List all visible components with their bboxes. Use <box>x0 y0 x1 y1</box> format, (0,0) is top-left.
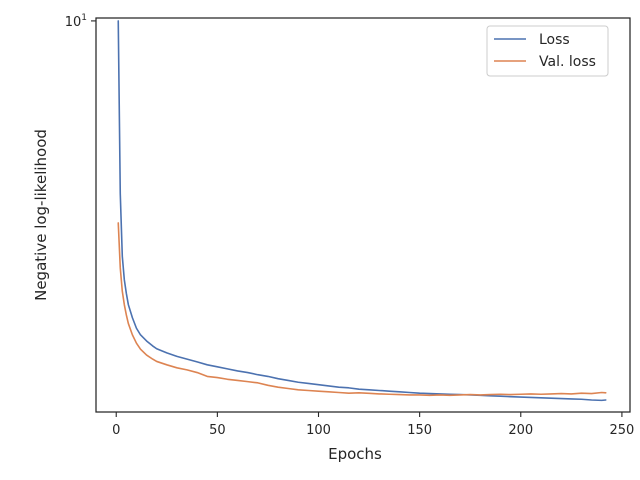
y-axis-label: Negative log-likelihood <box>32 129 50 301</box>
y-axis-ticks: 101 <box>65 13 96 30</box>
series-line-2 <box>117 222 607 397</box>
x-tick-label: 200 <box>508 423 533 438</box>
x-tick-label: 50 <box>209 423 226 438</box>
plot-frame <box>95 17 631 413</box>
x-axis-ticks: 0 50 100 150 200 250 <box>112 412 634 438</box>
legend-label-1: Loss <box>539 32 570 48</box>
series-line-1 <box>117 20 607 402</box>
legend: Loss Val. loss <box>486 25 609 77</box>
series-layer <box>117 20 607 402</box>
x-tick-label: 250 <box>609 423 634 438</box>
x-axis-label: Epochs <box>328 445 382 463</box>
x-tick-label: 100 <box>306 423 331 438</box>
y-tick-label: 101 <box>65 13 87 30</box>
x-tick-label: 150 <box>407 423 432 438</box>
x-tick-label: 0 <box>112 423 120 438</box>
legend-label-2: Val. loss <box>539 54 596 70</box>
